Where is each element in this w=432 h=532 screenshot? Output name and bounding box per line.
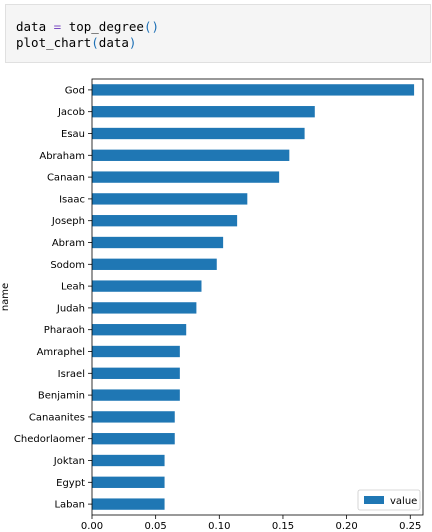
- y-tick-label: Jacob: [57, 107, 85, 118]
- code-arg: data: [98, 35, 129, 50]
- y-tick-label: Sodom: [50, 260, 85, 271]
- y-tick-label: Esau: [61, 129, 85, 140]
- y-tick-label: Pharaoh: [44, 325, 85, 336]
- x-tick-label: 0.20: [335, 521, 357, 532]
- y-tick-label: Isaac: [59, 194, 85, 205]
- y-tick-label: Leah: [61, 282, 85, 293]
- y-tick-label: Joseph: [51, 216, 85, 227]
- bar-abraham: [92, 149, 290, 161]
- y-tick-label: Canaanites: [29, 412, 85, 423]
- bar-egypt: [92, 476, 165, 488]
- bar-esau: [92, 127, 305, 140]
- bar-joktan: [92, 454, 165, 467]
- code-paren-open: (: [91, 35, 99, 50]
- legend-box: [357, 489, 421, 511]
- y-tick-label: Benjamin: [38, 391, 85, 402]
- bar-sodom: [92, 258, 217, 270]
- y-tick-label: Judah: [56, 303, 85, 314]
- y-tick-label: Joktan: [53, 456, 85, 467]
- y-tick-label: Israel: [58, 369, 85, 380]
- bar-pharaoh: [92, 324, 187, 336]
- y-tick-label: Canaan: [47, 173, 85, 184]
- code-cell[interactable]: data = top_degree() plot_chart(data): [5, 4, 431, 63]
- bar-canaanites: [92, 411, 175, 423]
- bar-benjamin: [92, 389, 180, 401]
- bar-laban: [92, 498, 165, 510]
- bar-god: [92, 84, 415, 96]
- bar-judah: [92, 302, 197, 314]
- code-parens: (): [143, 19, 160, 34]
- bar-abram: [92, 236, 224, 249]
- y-tick-label: Chedorlaomer: [14, 434, 86, 445]
- bar-israel: [92, 367, 180, 379]
- code-assign-operator: =: [53, 19, 62, 34]
- y-tick-label: Amraphel: [37, 347, 85, 358]
- code-func: plot_chart: [16, 35, 92, 50]
- y-tick-label: Abram: [52, 238, 85, 249]
- y-tick-label: Egypt: [56, 478, 85, 489]
- code-var: data: [16, 19, 47, 34]
- y-tick-label: Laban: [54, 500, 85, 511]
- x-tick-label: 0.00: [81, 521, 103, 532]
- code-line-2: plot_chart(data): [16, 35, 136, 51]
- code-line-1: data = top_degree(): [16, 19, 159, 35]
- bar-chedorlaomer: [92, 433, 175, 445]
- x-tick-label: 0.05: [145, 521, 167, 532]
- y-tick-label: God: [65, 85, 85, 96]
- bar-amraphel: [92, 345, 180, 358]
- legend: value: [357, 489, 421, 511]
- legend-label: value: [390, 496, 417, 507]
- bar-joseph: [92, 215, 238, 227]
- bar-isaac: [92, 193, 248, 205]
- bar-jacob: [92, 106, 315, 118]
- plot-frame: [91, 78, 424, 516]
- bar-canaan: [92, 171, 280, 183]
- bar-leah: [92, 280, 202, 292]
- x-tick-label: 0.25: [399, 521, 421, 532]
- x-tick-label: 0.15: [272, 521, 294, 532]
- code-func: top_degree: [68, 19, 144, 34]
- code-paren-close: ): [128, 35, 137, 50]
- x-tick-label: 0.10: [208, 521, 230, 532]
- y-axis-label: name: [0, 283, 11, 311]
- legend-swatch: [364, 496, 384, 504]
- y-tick-label: Abraham: [39, 151, 85, 162]
